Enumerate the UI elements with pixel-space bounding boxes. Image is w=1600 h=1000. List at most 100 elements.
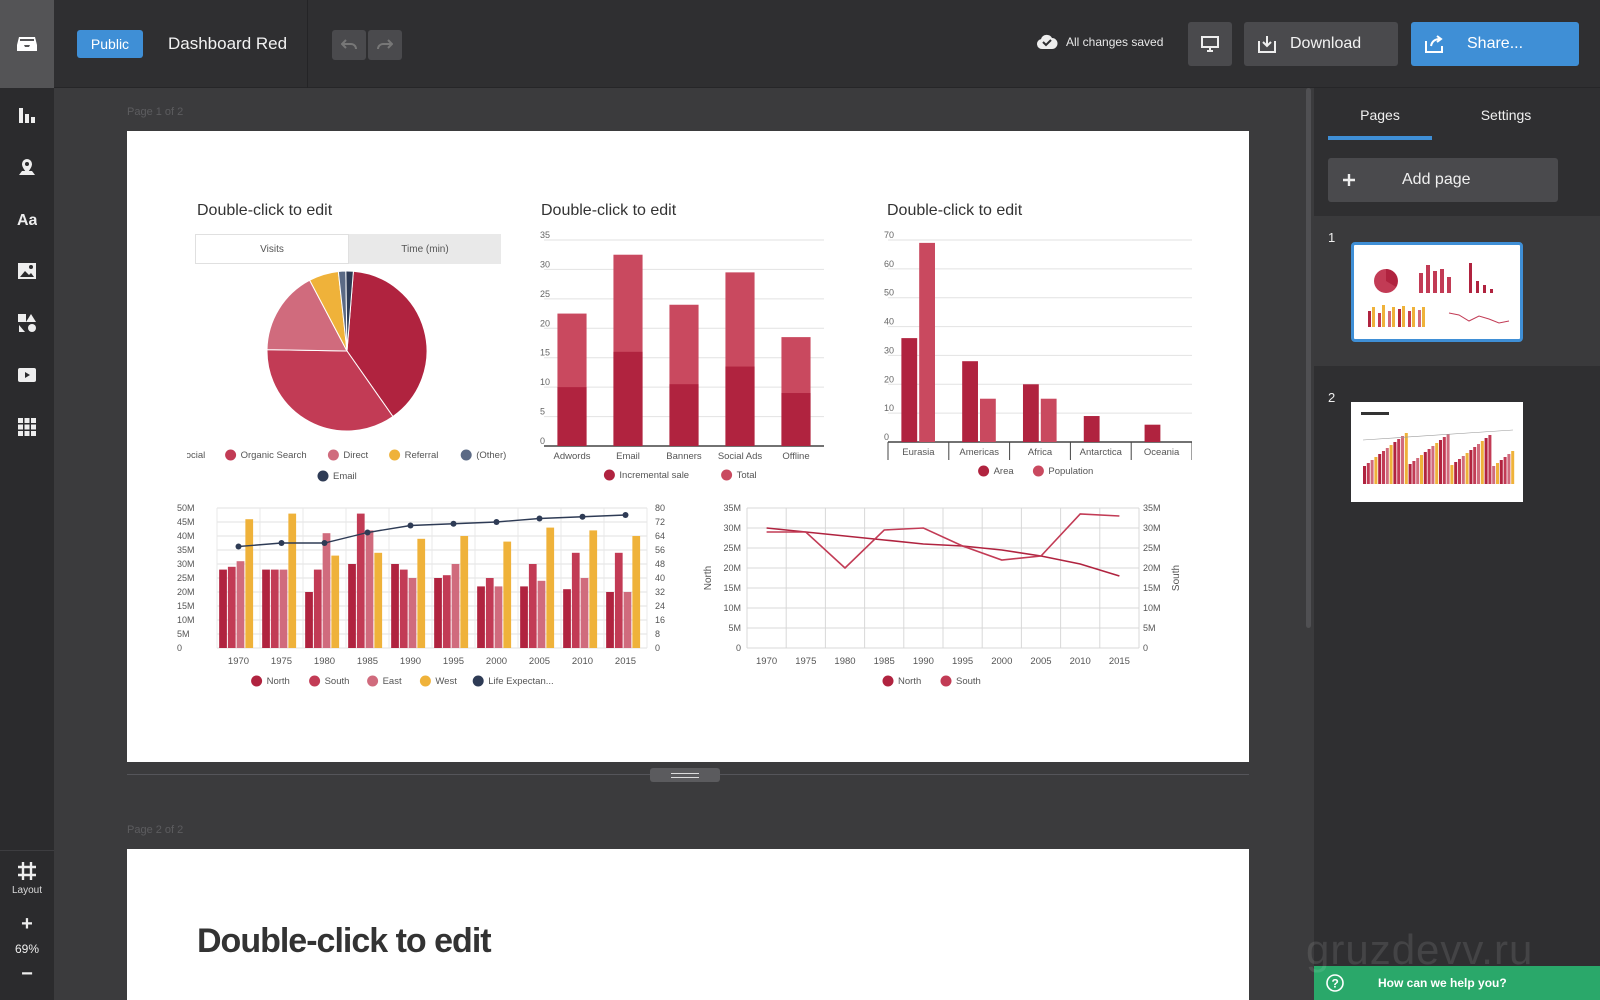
- page-2[interactable]: Double-click to edit: [127, 849, 1249, 1000]
- y-tick-label: 25M: [723, 543, 741, 553]
- layout-button[interactable]: Layout: [0, 850, 54, 906]
- legend-swatch: [327, 449, 339, 461]
- bar: [313, 569, 322, 648]
- y-tick-label: 20M: [723, 563, 741, 573]
- thumb-bar: [1507, 454, 1511, 484]
- y2-tick-label: 5M: [1143, 623, 1156, 633]
- thumb-bar: [1423, 452, 1427, 484]
- thumb-bar: [1439, 440, 1442, 484]
- x-tick-label: Social Ads: [718, 451, 763, 462]
- public-toggle-button[interactable]: Public: [77, 30, 143, 58]
- x-tick-label: 2000: [486, 656, 507, 667]
- redo-button[interactable]: [368, 30, 402, 60]
- panel-tabs: Pages Settings: [1314, 88, 1600, 142]
- legend-label: Total: [737, 470, 757, 481]
- bar: [494, 586, 503, 648]
- x-tick-label: Offline: [782, 451, 809, 462]
- text-tool[interactable]: Aa: [0, 199, 54, 239]
- y2-tick-label: 15M: [1143, 583, 1161, 593]
- y2-tick-label: 35M: [1143, 503, 1161, 513]
- page1-label: Page 1 of 2: [127, 106, 184, 118]
- document-title[interactable]: Dashboard Red: [168, 34, 288, 53]
- tab-time[interactable]: Time (min): [401, 243, 449, 255]
- thumb-bar: [1480, 441, 1484, 484]
- bar: [571, 552, 580, 648]
- thumb-bar: [1442, 437, 1446, 484]
- legend-label: North: [267, 676, 290, 687]
- y-tick-label: 35M: [723, 503, 741, 513]
- video-icon: [18, 368, 36, 382]
- tab-visits[interactable]: Visits: [195, 234, 349, 264]
- y2-tick-label: 0: [655, 643, 660, 653]
- x-tick-label: Banners: [666, 451, 702, 462]
- thumb-bar: [1382, 451, 1385, 484]
- redo-icon: [377, 39, 393, 50]
- line-point: [579, 513, 586, 520]
- regions-bar-chart[interactable]: 0 10 20 30 40 50 60 70 Eurasia Americas Africa Anta…: [862, 228, 1192, 488]
- bar: [901, 338, 918, 442]
- y-tick-label: 20M: [177, 587, 195, 597]
- legend-swatch: [419, 675, 431, 687]
- add-page-button[interactable]: Add page: [1328, 158, 1558, 202]
- population-combo-chart[interactable]: 0 5M 10M 15M 20M 25M 30M 35M 40M 45M 50M 0 8 16 24 32 40…: [177, 496, 687, 696]
- download-button[interactable]: Download: [1244, 22, 1398, 66]
- x-tick-label: 2005: [1030, 656, 1051, 667]
- x-tick-label: 1980: [314, 656, 335, 667]
- home-button[interactable]: [0, 0, 54, 88]
- pie-slice: [266, 279, 348, 352]
- legend-label: Life Expectan...: [488, 676, 553, 687]
- tab-pages[interactable]: Pages: [1360, 107, 1400, 123]
- regions-widget-title[interactable]: Double-click to edit: [887, 202, 1023, 219]
- legend-swatch: [472, 675, 484, 687]
- x-tick-label: 1995: [952, 656, 973, 667]
- marketing-bar-chart[interactable]: 0 5 10 15 20 25 30 35 Adwords Email Banners Social …: [522, 228, 852, 488]
- editor-canvas[interactable]: Page 1 of 2 Double-click to edit Visits …: [54, 88, 1314, 1000]
- zoom-out-button[interactable]: −: [21, 963, 33, 985]
- page-thumb-row-1[interactable]: 1: [1314, 216, 1600, 366]
- pie-chart[interactable]: Social Organic Search Direct Referral (Other…: [187, 271, 507, 491]
- bar: [451, 564, 460, 648]
- map-tool[interactable]: [0, 147, 54, 187]
- population-line-chart[interactable]: 0 0 5M 5M 10M 10M 15M 15M 20M 20M 25M 25M 30M 30M 35M 3…: [697, 496, 1197, 696]
- page-thumb-row-2[interactable]: 2: [1314, 376, 1600, 526]
- shapes-tool[interactable]: [0, 303, 54, 343]
- line-point: [278, 540, 285, 546]
- zoom-value: 69%: [14, 942, 40, 956]
- marketing-widget-title[interactable]: Double-click to edit: [541, 202, 677, 219]
- page-thumbnail-2[interactable]: [1351, 402, 1523, 502]
- thumb-bar: [1496, 463, 1499, 484]
- pie-widget-title[interactable]: Double-click to edit: [197, 202, 333, 219]
- thumb-bar: [1446, 434, 1450, 484]
- y-tick-label: 10: [540, 377, 550, 387]
- image-tool[interactable]: [0, 251, 54, 291]
- page-1[interactable]: Double-click to edit Visits Time (min) S…: [127, 131, 1249, 762]
- tab-settings[interactable]: Settings: [1480, 107, 1532, 123]
- present-button[interactable]: [1188, 22, 1232, 66]
- y2-tick-label: 0: [1143, 643, 1148, 653]
- charts-tool[interactable]: [0, 95, 54, 135]
- canvas-scrollbar[interactable]: [1306, 88, 1311, 628]
- bar: [1083, 416, 1100, 442]
- page-thumbnail-1[interactable]: [1351, 242, 1523, 342]
- y2-tick-label: 25M: [1143, 543, 1161, 553]
- video-tool[interactable]: [0, 355, 54, 395]
- y2-axis-label: South: [1171, 565, 1182, 591]
- help-chat-button[interactable]: ? How can we help you?: [1314, 966, 1600, 1000]
- widgets-tool[interactable]: [0, 407, 54, 447]
- thumb-bar: [1404, 433, 1408, 484]
- page2-title[interactable]: Double-click to edit: [197, 922, 492, 960]
- legend-swatch: [721, 469, 733, 481]
- page-resize-handle[interactable]: [650, 768, 720, 782]
- share-button[interactable]: Share...: [1411, 22, 1579, 66]
- legend-swatch: [882, 675, 894, 687]
- y2-tick-label: 32: [655, 587, 665, 597]
- x-tick-label: 2005: [529, 656, 550, 667]
- zoom-in-button[interactable]: +: [21, 913, 33, 935]
- undo-button[interactable]: [332, 30, 366, 60]
- undo-redo-group: [332, 30, 402, 60]
- bar: [417, 538, 426, 648]
- bar: [606, 592, 614, 648]
- pie-slice: [346, 271, 428, 418]
- x-tick-label: Americas: [959, 447, 999, 458]
- x-tick-label: 1985: [874, 656, 895, 667]
